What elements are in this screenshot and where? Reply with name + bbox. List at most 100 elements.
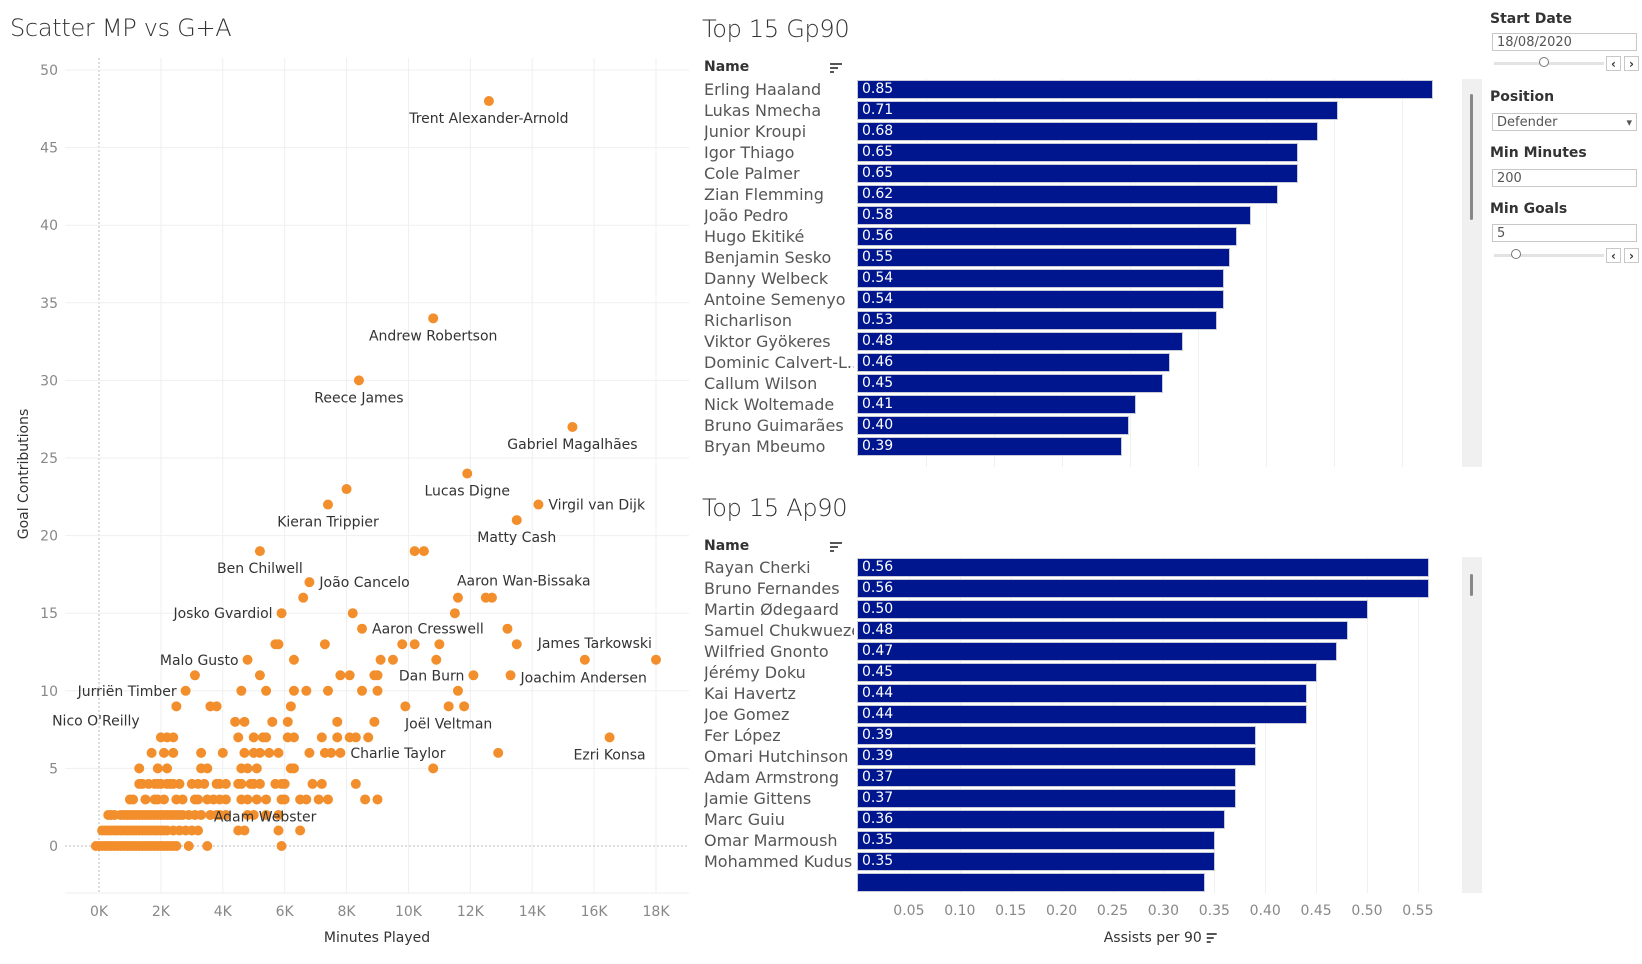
bar[interactable]: 0.54 xyxy=(858,270,1223,287)
bar-row[interactable]: Joe Gomez 0.44 xyxy=(704,704,1459,726)
bar[interactable]: 0.85 xyxy=(858,81,1432,98)
sort-descending-icon[interactable] xyxy=(830,542,842,553)
bar-row[interactable]: Mohammed Kudus 0.35 xyxy=(704,851,1459,873)
bar[interactable]: 0.45 xyxy=(858,664,1317,681)
bar-row[interactable]: Viktor Gyökeres 0.48 xyxy=(704,331,1459,353)
bar[interactable]: 0.40 xyxy=(858,417,1128,434)
bar[interactable]: 0.35 xyxy=(858,832,1215,849)
start-date-input[interactable]: 18/08/2020 xyxy=(1492,33,1637,51)
bar[interactable]: 0.37 xyxy=(858,790,1235,807)
bar-row[interactable]: Marc Guiu 0.36 xyxy=(704,809,1459,831)
point-label: João Cancelo xyxy=(318,575,409,591)
bar-row[interactable]: Jamie Gittens 0.37 xyxy=(704,788,1459,810)
bar[interactable]: 0.68 xyxy=(858,123,1317,140)
bar-row[interactable]: Erling Haaland 0.85 xyxy=(704,79,1459,101)
sort-descending-icon[interactable] xyxy=(1206,933,1217,943)
bar[interactable]: 0.44 xyxy=(858,685,1306,702)
bar-row[interactable]: Adam Armstrong 0.37 xyxy=(704,767,1459,789)
bar[interactable]: 0.39 xyxy=(858,727,1256,744)
bar-row[interactable]: Callum Wilson 0.45 xyxy=(704,373,1459,395)
bar-row[interactable]: Igor Thiago 0.65 xyxy=(704,142,1459,164)
point-label: Ezri Konsa xyxy=(574,747,646,763)
bar[interactable]: 0.47 xyxy=(858,643,1337,660)
start-date-slider-handle[interactable] xyxy=(1538,57,1549,67)
bar[interactable]: 0.55 xyxy=(858,249,1230,266)
bar[interactable]: 0.48 xyxy=(858,622,1347,639)
bar[interactable]: 0.37 xyxy=(858,769,1235,786)
x-tick-label: 12K xyxy=(457,904,485,920)
ap90-scroll-thumb[interactable] xyxy=(1470,574,1473,596)
bar-row[interactable]: Cole Palmer 0.65 xyxy=(704,163,1459,185)
bar[interactable]: 0.56 xyxy=(858,580,1429,597)
bar-row[interactable]: Kai Havertz 0.44 xyxy=(704,683,1459,705)
bar-row[interactable] xyxy=(704,872,1459,893)
bar-row[interactable]: Zian Flemming 0.62 xyxy=(704,184,1459,206)
caret-down-icon[interactable]: ▾ xyxy=(1626,116,1632,129)
bar[interactable]: 0.36 xyxy=(858,811,1225,828)
bar[interactable]: 0.65 xyxy=(858,144,1297,161)
start-date-slider[interactable] xyxy=(1494,57,1604,67)
min-goals-input[interactable]: 5 xyxy=(1492,224,1637,242)
bar-row[interactable]: Omari Hutchinson 0.39 xyxy=(704,746,1459,768)
bar[interactable]: 0.48 xyxy=(858,333,1182,350)
bar[interactable]: 0.53 xyxy=(858,312,1216,329)
bar-row[interactable]: Fer López 0.39 xyxy=(704,725,1459,747)
bar[interactable]: 0.56 xyxy=(858,228,1236,245)
bar[interactable]: 0.50 xyxy=(858,601,1367,618)
point-label: Reece James xyxy=(314,390,403,406)
min-minutes-input[interactable]: 200 xyxy=(1492,169,1637,187)
chevron-right-icon[interactable]: › xyxy=(1624,56,1639,71)
bar-row[interactable]: Nick Woltemade 0.41 xyxy=(704,394,1459,416)
bar[interactable]: 0.39 xyxy=(858,748,1256,765)
bar-row[interactable]: Jérémy Doku 0.45 xyxy=(704,662,1459,684)
bar[interactable]: 0.35 xyxy=(858,853,1215,870)
bar[interactable]: 0.54 xyxy=(858,291,1223,308)
bar-row[interactable]: Lukas Nmecha 0.71 xyxy=(704,100,1459,122)
ap90-x-axis-title[interactable]: Assists per 90 xyxy=(1104,930,1217,946)
bar-row[interactable]: João Pedro 0.58 xyxy=(704,205,1459,227)
bar[interactable]: 0.41 xyxy=(858,396,1135,413)
bar-row[interactable]: Omar Marmoush 0.35 xyxy=(704,830,1459,852)
scatter-point-labeled xyxy=(579,654,590,665)
bar[interactable]: 0.56 xyxy=(858,559,1429,576)
bar-row[interactable]: Antoine Semenyo 0.54 xyxy=(704,289,1459,311)
bar-row[interactable]: Bruno Guimarães 0.40 xyxy=(704,415,1459,437)
sort-descending-icon[interactable] xyxy=(830,63,842,74)
bar-row[interactable]: Richarlison 0.53 xyxy=(704,310,1459,332)
chevron-left-icon[interactable]: ‹ xyxy=(1606,56,1621,71)
bar[interactable]: 0.45 xyxy=(858,375,1162,392)
bar-row[interactable]: Danny Welbeck 0.54 xyxy=(704,268,1459,290)
bar-row[interactable]: Dominic Calvert-L.. 0.46 xyxy=(704,352,1459,374)
bar[interactable]: 0.58 xyxy=(858,207,1250,224)
min-goals-slider-handle[interactable] xyxy=(1511,249,1521,259)
bar[interactable]: 0.62 xyxy=(858,186,1277,203)
ap90-name-header[interactable]: Name xyxy=(704,538,750,554)
bar-row[interactable]: Rayan Cherki 0.56 xyxy=(704,557,1459,579)
bar-row[interactable]: Martin Ødegaard 0.50 xyxy=(704,599,1459,621)
bar-row[interactable]: Hugo Ekitiké 0.56 xyxy=(704,226,1459,248)
bar[interactable] xyxy=(858,874,1205,891)
bar-row[interactable]: Samuel Chukwueze 0.48 xyxy=(704,620,1459,642)
bar-value-label: 0.71 xyxy=(862,102,894,118)
bar-row[interactable]: Junior Kroupi 0.68 xyxy=(704,121,1459,143)
bar[interactable]: 0.71 xyxy=(858,102,1338,119)
bar[interactable]: 0.46 xyxy=(858,354,1169,371)
bar-row[interactable]: Bruno Fernandes 0.56 xyxy=(704,578,1459,600)
position-dropdown[interactable]: Defender ▾ xyxy=(1492,113,1637,131)
bar[interactable]: 0.44 xyxy=(858,706,1306,723)
gp90-scroll-thumb[interactable] xyxy=(1470,94,1473,220)
scatter-point-labeled xyxy=(533,499,544,510)
gp90-name-header[interactable]: Name xyxy=(704,59,750,75)
point-label: Aaron Wan-Bissaka xyxy=(457,574,591,590)
ap90-scrollbar[interactable] xyxy=(1462,557,1482,893)
bar-row[interactable]: Wilfried Gnonto 0.47 xyxy=(704,641,1459,663)
bar[interactable]: 0.65 xyxy=(858,165,1297,182)
chevron-right-icon[interactable]: › xyxy=(1624,248,1639,263)
chevron-left-icon[interactable]: ‹ xyxy=(1606,248,1621,263)
bar-row[interactable]: Bryan Mbeumo 0.39 xyxy=(704,436,1459,458)
bar-row[interactable]: Benjamin Sesko 0.55 xyxy=(704,247,1459,269)
player-name: Callum Wilson xyxy=(704,374,818,393)
min-goals-slider[interactable] xyxy=(1494,249,1604,259)
gp90-scrollbar[interactable] xyxy=(1462,79,1482,467)
bar[interactable]: 0.39 xyxy=(858,438,1122,455)
